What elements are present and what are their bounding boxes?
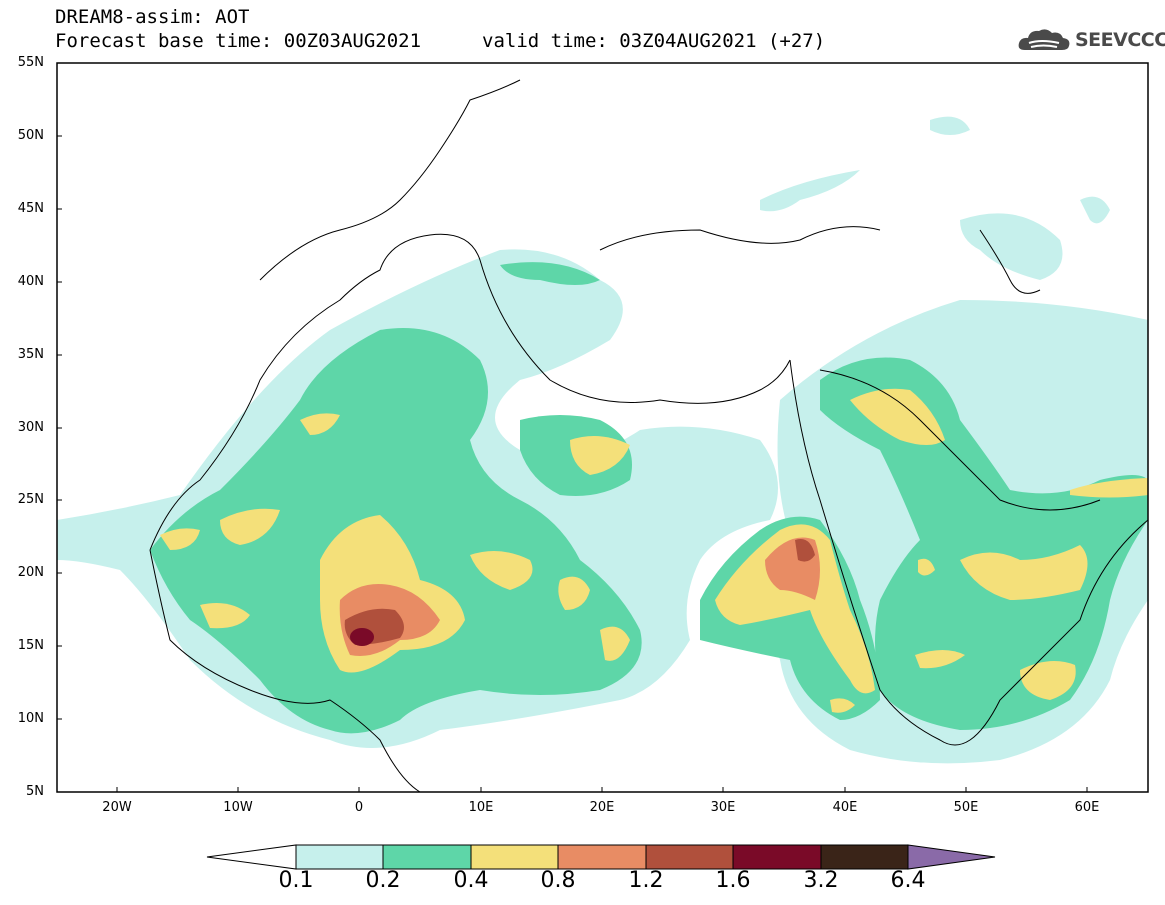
colorbar-label-6.4: 6.4 <box>890 868 926 893</box>
lat-label-10n: 10N <box>17 711 44 726</box>
colorbar-under-arrow <box>206 844 297 870</box>
aot-fields <box>57 116 1148 764</box>
lon-label-10e: 10E <box>468 800 494 815</box>
colorbar-label-1.2: 1.2 <box>628 868 664 893</box>
lat-label-20n: 20N <box>17 565 44 580</box>
colorbar-label-1.6: 1.6 <box>715 868 751 893</box>
colorbar-bin-0.4 <box>470 844 559 870</box>
lat-label-5n: 5N <box>26 784 44 799</box>
colorbar-label-0.4: 0.4 <box>453 868 489 893</box>
lon-label-20w: 20W <box>102 800 132 815</box>
lat-label-30n: 30N <box>17 420 44 435</box>
lat-label-25n: 25N <box>17 492 44 507</box>
lat-label-15n: 15N <box>17 638 44 653</box>
lat-label-40n: 40N <box>17 274 44 289</box>
logo-text: SEEVCCC <box>1075 29 1165 51</box>
axis-ticks <box>57 135 1088 792</box>
lon-label-30e: 30E <box>710 800 736 815</box>
lon-label-10w: 10W <box>223 800 253 815</box>
forecast-base-time: Forecast base time: 00Z03AUG2021 <box>55 30 422 52</box>
colorbar-label-0.2: 0.2 <box>365 868 401 893</box>
seevccc-logo: SEEVCCC <box>1017 24 1165 56</box>
lon-label-60e: 60E <box>1074 800 1100 815</box>
colorbar-bin-0.2 <box>382 844 472 870</box>
colorbar <box>206 844 996 870</box>
colorbar-bin-3.2 <box>820 844 909 870</box>
lat-label-50n: 50N <box>17 128 44 143</box>
lon-label-50e: 50E <box>953 800 979 815</box>
lon-label-40e: 40E <box>832 800 858 815</box>
aot-level-1.6 <box>350 628 374 646</box>
lat-label-45n: 45N <box>17 201 44 216</box>
coastlines <box>149 79 1148 792</box>
lon-label-20e: 20E <box>589 800 615 815</box>
colorbar-over-arrow <box>907 844 996 870</box>
colorbar-bin-1.2 <box>645 844 734 870</box>
colorbar-label-0.1: 0.1 <box>278 868 314 893</box>
colorbar-bin-1.6 <box>732 844 822 870</box>
valid-time: valid time: 03Z04AUG2021 (+27) <box>482 30 826 52</box>
chart-title: DREAM8-assim: AOT <box>55 6 250 28</box>
lat-label-55n: 55N <box>17 55 44 70</box>
lon-label-0: 0 <box>354 800 364 815</box>
cloud-icon <box>1018 29 1070 50</box>
colorbar-label-3.2: 3.2 <box>803 868 839 893</box>
colorbar-bin-0.1 <box>295 844 384 870</box>
colorbar-label-0.8: 0.8 <box>540 868 576 893</box>
lat-label-35n: 35N <box>17 347 44 362</box>
colorbar-bin-0.8 <box>557 844 647 870</box>
